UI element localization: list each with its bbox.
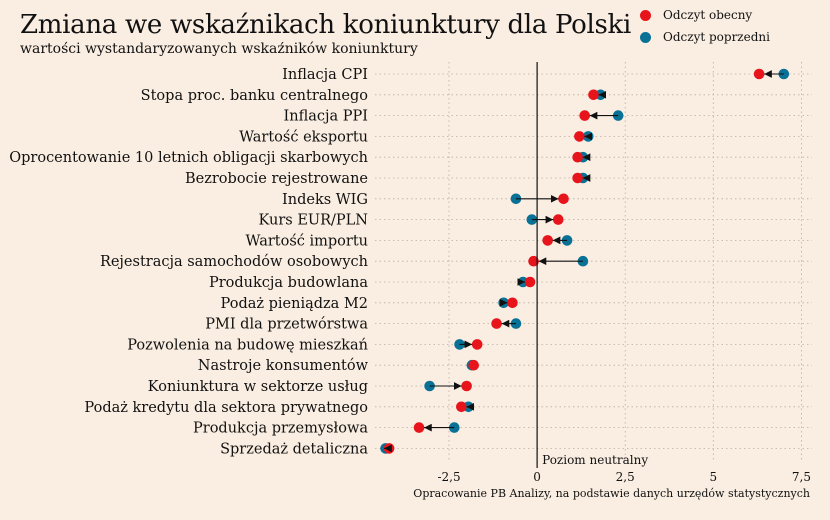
indicator-row: Stopa proc. banku centralnego [141, 88, 607, 104]
category-label: Inflacja CPI [282, 67, 368, 83]
legend-label-current: Odczyt obecny [663, 8, 753, 22]
category-label: Oprocentowanie 10 letnich obligacji skar… [9, 150, 368, 166]
grid-lines [375, 62, 812, 462]
category-label: Rejestracja samochodów osobowych [100, 254, 368, 270]
indicator-row: Pozwolenia na budowę mieszkań [127, 337, 483, 353]
indicator-row: Nastroje konsumentów [198, 358, 479, 374]
x-tick-label: 0 [533, 470, 541, 484]
current-value-point [507, 297, 518, 309]
indicator-row: Wartość importu [246, 233, 573, 249]
category-label: Bezrobocie rejestrowane [185, 171, 368, 187]
category-label: Produkcja przemysłowa [193, 421, 368, 437]
indicator-row: Oprocentowanie 10 letnich obligacji skar… [9, 150, 591, 166]
category-label: Wartość importu [246, 233, 368, 249]
category-label: Inflacja PPI [284, 109, 369, 125]
current-value-point [528, 255, 539, 267]
indicator-row: Inflacja PPI [284, 109, 624, 125]
current-value-point [753, 68, 765, 80]
data-rows: Inflacja CPI Stopa proc. banku centralneg… [9, 67, 790, 457]
category-label: Produkcja budowlana [209, 275, 368, 291]
category-label: Sprzedaż detaliczna [220, 441, 368, 457]
current-value-point [413, 422, 425, 433]
legend-label-previous: Odczyt poprzedni [663, 30, 770, 44]
category-label: Podaż pieniądza M2 [221, 296, 368, 312]
x-tick-label: 7,5 [792, 470, 811, 484]
category-label: Nastroje konsumentów [198, 358, 369, 374]
indicator-row: Podaż pieniądza M2 [221, 296, 518, 312]
legend-item-previous: Odczyt poprzedni [640, 26, 770, 48]
legend-marker-current [640, 9, 651, 21]
indicator-row: Koniunktura w sektorze usług [148, 379, 472, 395]
category-label: Koniunktura w sektorze usług [148, 379, 368, 395]
current-value-point [468, 359, 479, 371]
current-value-point [461, 380, 472, 392]
current-value-point [558, 193, 569, 205]
indicator-row: Podaż kredytu dla sektora prywatnego [84, 400, 475, 416]
indicator-row: Kurs EUR/PLN [258, 213, 564, 229]
current-value-point [471, 339, 483, 350]
chart-subtitle: wartości wystandaryzowanych wskaźników k… [20, 41, 418, 57]
indicator-row: Produkcja przemysłowa [193, 421, 460, 437]
current-value-point [579, 110, 590, 121]
indicator-row: Inflacja CPI [282, 67, 790, 83]
indicator-row: Sprzedaż detaliczna [220, 441, 395, 457]
current-value-point [542, 235, 553, 246]
current-value-point [588, 89, 599, 101]
category-label: PMI dla przetwórstwa [205, 317, 368, 333]
indicator-row: Indeks WIG [282, 192, 569, 208]
legend: Odczyt obecny Odczyt poprzedni [640, 4, 770, 48]
category-label: Podaż kredytu dla sektora prywatnego [84, 400, 368, 416]
x-tick-label: 2,5 [616, 470, 635, 484]
neutral-label: Poziom neutralny [542, 453, 648, 467]
legend-item-current: Odczyt obecny [640, 4, 770, 26]
category-label: Kurs EUR/PLN [258, 213, 368, 229]
x-axis: Poziom neutralny -2,5 0 2,5 5 7,5 [437, 62, 811, 484]
category-label: Pozwolenia na budowę mieszkań [127, 337, 368, 353]
current-value-point [574, 131, 585, 142]
indicator-row: Rejestracja samochodów osobowych [100, 254, 589, 270]
category-label: Wartość eksportu [239, 129, 368, 145]
legend-marker-previous [640, 31, 651, 43]
current-value-point [524, 276, 536, 288]
indicator-row: Bezrobocie rejestrowane [185, 171, 591, 187]
indicator-row: PMI dla przetwórstwa [205, 317, 522, 333]
category-label: Stopa proc. banku centralnego [141, 88, 368, 104]
current-value-point [572, 151, 583, 163]
indicator-row: Wartość eksportu [239, 129, 594, 145]
current-value-point [552, 214, 564, 225]
x-tick-label: -2,5 [437, 470, 460, 484]
x-tick-label: 5 [710, 470, 718, 484]
current-value-point [491, 318, 502, 329]
source-note: Opracowanie PB Analizy, na podstawie dan… [413, 487, 810, 500]
indicator-row: Produkcja budowlana [209, 275, 536, 291]
category-label: Indeks WIG [282, 192, 368, 208]
chart-title: Zmiana we wskaźnikach koniunktury dla Po… [20, 10, 632, 40]
previous-value-point [448, 422, 460, 433]
current-value-point [456, 401, 467, 413]
current-value-point [572, 172, 583, 184]
